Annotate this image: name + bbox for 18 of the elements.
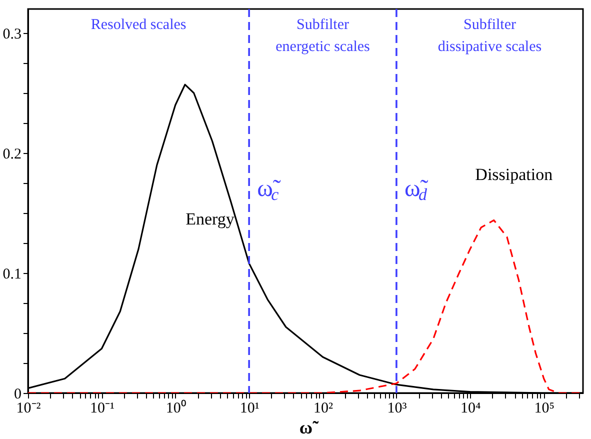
y-tick-label: 0.2 — [2, 146, 22, 162]
y-tick-label: 0.3 — [2, 26, 22, 42]
annotation: Subfilter dissipative scales — [438, 17, 542, 55]
y-tick-label: 0.1 — [2, 266, 22, 282]
text: Dissipation — [475, 165, 554, 184]
x-tick-label: 10⁻¹ — [90, 400, 114, 416]
y-tick-label: 0 — [14, 386, 22, 402]
series-label: Energy — [186, 210, 235, 229]
x-tick-label: 10⁻² — [16, 400, 42, 416]
x-tick-label: 10⁵ — [534, 400, 554, 416]
annotation: Subfilter energetic scales — [276, 17, 370, 55]
x-tick-label: 10⁴ — [460, 400, 481, 416]
annotation: Resolved scales — [90, 17, 186, 33]
x-tick-label: 10¹ — [240, 400, 260, 416]
x-axis-title: ω̃ — [299, 418, 319, 438]
x-tick-label: 10³ — [387, 400, 408, 416]
x-tick-label: 10² — [314, 400, 334, 416]
x-tick-label: 10⁰ — [166, 400, 186, 416]
